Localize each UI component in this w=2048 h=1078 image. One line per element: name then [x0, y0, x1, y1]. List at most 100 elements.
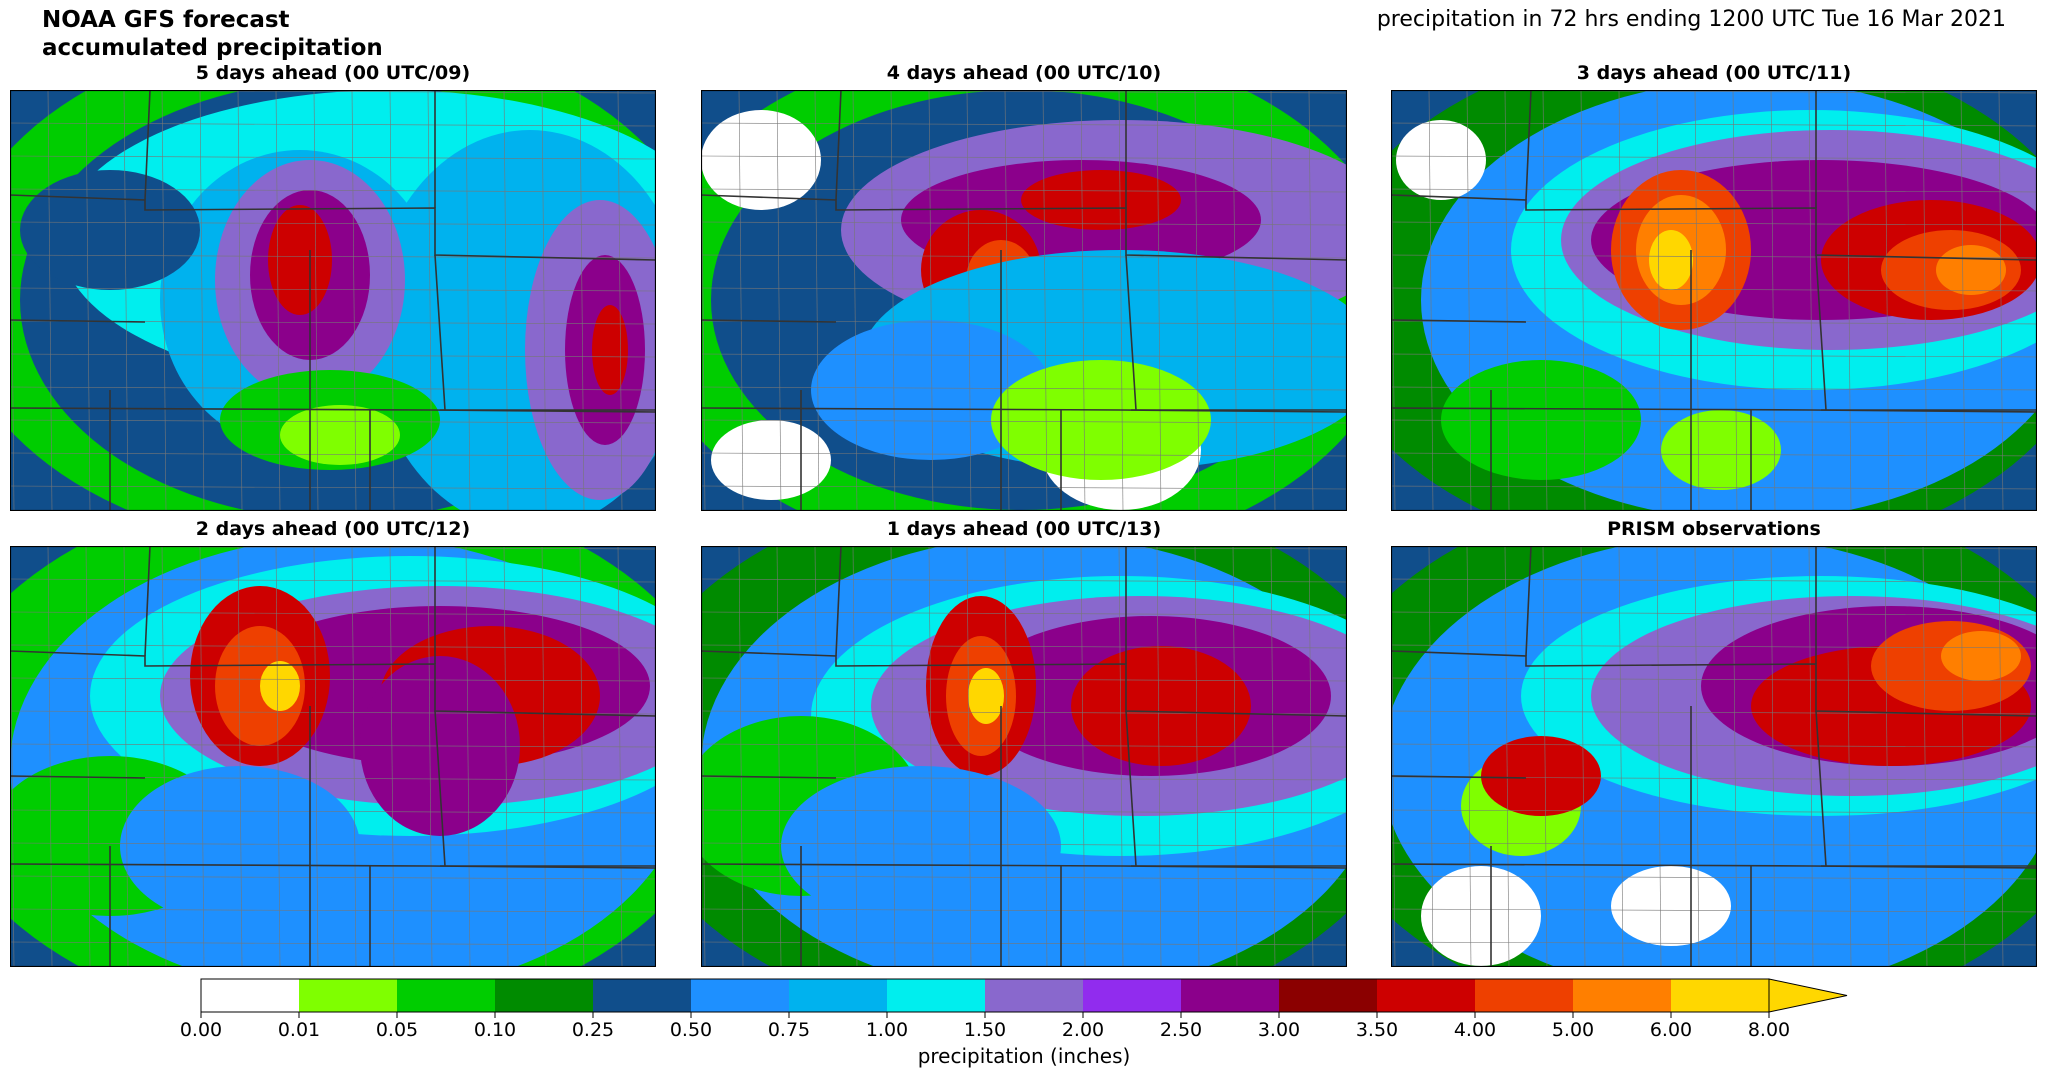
county-line	[701, 386, 1347, 391]
county-line	[1656, 90, 1662, 511]
map-panel-3-days: 3 days ahead (00 UTC/11)	[1391, 62, 2037, 511]
precip-contour	[120, 766, 360, 926]
county-line	[1542, 90, 1548, 511]
state-border	[1391, 863, 2037, 869]
county-line	[1542, 546, 1548, 967]
precip-contour	[1396, 120, 1486, 200]
county-line	[275, 546, 281, 967]
county-line	[10, 287, 656, 292]
precip-contour	[991, 360, 1211, 480]
colorbar-label: precipitation (inches)	[917, 1044, 1131, 1068]
colorbar-tick-label: 3.00	[1257, 1019, 1301, 1041]
colorbar-swatch	[201, 979, 300, 1012]
state-border	[701, 319, 837, 323]
county-line	[1391, 452, 2037, 457]
county-line	[541, 90, 547, 511]
state-border	[434, 710, 446, 867]
county-line	[10, 743, 656, 748]
panel-title: 1 days ahead (00 UTC/13)	[886, 518, 1162, 540]
county-line	[1694, 546, 1700, 967]
state-border	[701, 650, 1347, 717]
state-border	[835, 546, 842, 657]
county-line	[1391, 287, 2037, 292]
county-line	[701, 809, 1347, 814]
county-line	[852, 546, 858, 967]
precip-map	[701, 90, 1347, 511]
county-line	[1391, 221, 2037, 226]
figure-title-line2: accumulated precipitation	[42, 35, 383, 61]
county-line	[1846, 90, 1852, 511]
county-line	[1922, 546, 1928, 967]
state-border	[701, 194, 1347, 261]
colorbar-swatch	[985, 979, 1084, 1012]
county-line	[1391, 809, 2037, 814]
precip-contour	[711, 420, 831, 500]
county-line	[1391, 941, 2037, 946]
county-line	[701, 353, 1347, 358]
county-line	[10, 578, 656, 583]
county-line	[701, 485, 1347, 490]
state-border	[10, 319, 146, 323]
colorbar-tick-label: 6.00	[1649, 1019, 1693, 1041]
precip-contour	[968, 668, 1004, 724]
county-line	[579, 546, 585, 967]
county-line	[776, 90, 782, 511]
state-border	[701, 863, 1347, 869]
county-line	[1466, 546, 1472, 967]
county-line	[10, 677, 656, 682]
state-border	[10, 407, 656, 413]
county-line	[701, 452, 1347, 457]
county-line	[966, 546, 972, 967]
colorbar-tick-label: 2.50	[1159, 1019, 1203, 1041]
county-line	[890, 546, 896, 967]
panel-title: 4 days ahead (00 UTC/10)	[886, 62, 1162, 84]
precip-contour	[1936, 245, 2006, 295]
county-line	[1391, 188, 2037, 193]
county-line	[1391, 875, 2037, 880]
map-frame	[1391, 90, 2037, 511]
county-line	[10, 452, 656, 457]
colorbar-swatch	[1573, 979, 1672, 1012]
county-line	[1391, 419, 2037, 424]
map-frame	[701, 546, 1347, 967]
map-frame	[1391, 546, 2037, 967]
state-border	[1391, 194, 2037, 261]
county-line	[1270, 90, 1276, 511]
colorbar-swatch	[1181, 979, 1280, 1012]
county-line	[47, 546, 53, 967]
map-frame	[10, 90, 656, 511]
county-line	[1118, 546, 1124, 967]
county-line	[701, 122, 1347, 127]
county-line	[1232, 546, 1238, 967]
county-line	[852, 90, 858, 511]
county-line	[1580, 546, 1586, 967]
map-panel-1-days: 1 days ahead (00 UTC/13)	[701, 518, 1347, 967]
colorbar-tick-label: 0.25	[571, 1019, 615, 1041]
state-border	[10, 650, 656, 717]
county-line	[199, 546, 205, 967]
county-line	[389, 90, 395, 511]
county-line	[701, 419, 1347, 424]
state-border	[701, 407, 1347, 413]
county-line	[1080, 546, 1086, 967]
county-line	[10, 485, 656, 490]
colorbar-swatch	[789, 979, 888, 1012]
county-line	[1391, 485, 2037, 490]
state-border	[1525, 546, 1532, 657]
precip-contour	[1421, 866, 1541, 966]
state-border	[10, 194, 656, 261]
county-line	[161, 90, 167, 511]
precip-contour	[1481, 736, 1601, 816]
county-line	[1391, 677, 2037, 682]
county-line	[123, 546, 129, 967]
state-border	[1391, 407, 2037, 413]
county-line	[776, 546, 782, 967]
county-line	[1118, 90, 1124, 511]
county-line	[738, 90, 744, 511]
county-line	[313, 90, 319, 511]
county-line	[701, 578, 1347, 583]
county-line	[1391, 578, 2037, 583]
county-line	[85, 546, 91, 967]
precip-contour	[1441, 360, 1641, 480]
county-line	[966, 90, 972, 511]
